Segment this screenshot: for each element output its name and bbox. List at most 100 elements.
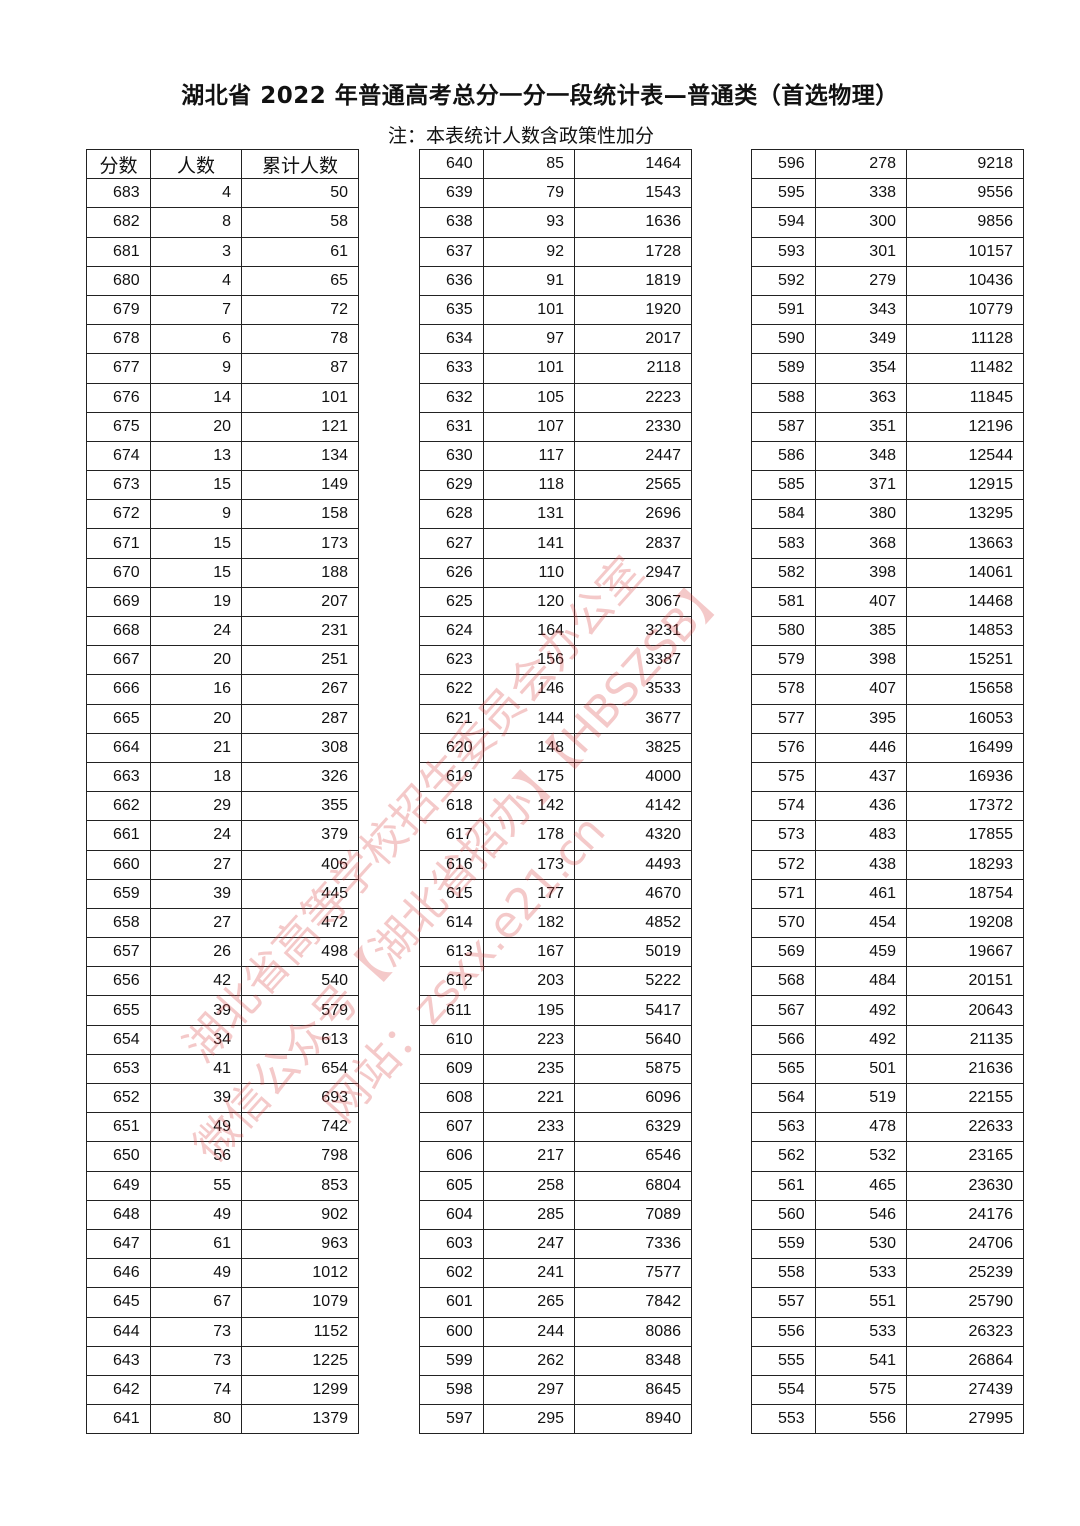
score-cell: 604 <box>419 1199 484 1230</box>
table-row: 568 484 20151 <box>751 966 1024 997</box>
count-cell: 407 <box>815 586 907 618</box>
score-cell: 557 <box>751 1287 816 1318</box>
cumulative-cell: 22633 <box>906 1112 1024 1143</box>
cumulative-cell: 355 <box>241 791 359 822</box>
table-row: 671 15 173 <box>86 528 359 559</box>
score-cell: 605 <box>419 1170 484 1201</box>
table-row: 673 15 149 <box>86 470 359 501</box>
score-cell: 581 <box>751 586 816 618</box>
score-cell: 598 <box>419 1374 484 1406</box>
score-cell: 617 <box>419 820 484 851</box>
cumulative-cell: 87 <box>241 353 359 384</box>
table-row: 663 18 326 <box>86 761 359 793</box>
cumulative-cell: 6546 <box>574 1141 692 1172</box>
score-cell: 652 <box>86 1082 151 1114</box>
cumulative-cell: 6096 <box>574 1082 692 1114</box>
score-cell: 614 <box>419 907 484 939</box>
count-cell: 117 <box>483 440 575 472</box>
score-cell: 636 <box>419 265 484 296</box>
score-cell: 615 <box>419 878 484 909</box>
score-cell: 682 <box>86 207 151 238</box>
cumulative-cell: 693 <box>241 1082 359 1114</box>
table-row: 569 459 19667 <box>751 937 1024 968</box>
count-cell: 265 <box>483 1287 575 1318</box>
cumulative-cell: 15658 <box>906 674 1024 705</box>
score-cell: 574 <box>751 791 816 822</box>
cumulative-cell: 613 <box>241 1024 359 1055</box>
cumulative-cell: 21135 <box>906 1024 1024 1055</box>
cumulative-cell: 10436 <box>906 265 1024 296</box>
score-cell: 659 <box>86 878 151 909</box>
cumulative-cell: 1225 <box>241 1345 359 1376</box>
score-cell: 662 <box>86 791 151 822</box>
count-cell: 80 <box>150 1404 242 1435</box>
count-cell: 438 <box>815 849 907 880</box>
table-row: 680 4 65 <box>86 265 359 296</box>
table-row: 650 56 798 <box>86 1141 359 1172</box>
score-cell: 590 <box>751 324 816 355</box>
table-row: 607 233 6329 <box>419 1112 692 1143</box>
table-row: 619 175 4000 <box>419 761 692 793</box>
count-cell: 546 <box>815 1199 907 1230</box>
count-cell: 67 <box>150 1287 242 1318</box>
score-cell: 638 <box>419 207 484 238</box>
cumulative-cell: 14853 <box>906 615 1024 647</box>
cumulative-cell: 21636 <box>906 1053 1024 1085</box>
cumulative-cell: 287 <box>241 703 359 734</box>
cumulative-cell: 9856 <box>906 207 1024 238</box>
cumulative-cell: 8348 <box>574 1345 692 1376</box>
cumulative-cell: 2223 <box>574 382 692 413</box>
column-header: 累计人数 <box>241 148 359 180</box>
table-row: 572 438 18293 <box>751 849 1024 880</box>
count-cell: 91 <box>483 265 575 296</box>
table-row: 653 41 654 <box>86 1053 359 1085</box>
table-row: 606 217 6546 <box>419 1141 692 1172</box>
cumulative-cell: 20643 <box>906 995 1024 1026</box>
cumulative-cell: 61 <box>241 236 359 267</box>
table-row: 608 221 6096 <box>419 1082 692 1114</box>
count-cell: 203 <box>483 966 575 997</box>
count-cell: 351 <box>815 411 907 442</box>
table-row: 609 235 5875 <box>419 1053 692 1085</box>
score-cell: 610 <box>419 1024 484 1055</box>
score-cell: 596 <box>751 148 816 180</box>
cumulative-cell: 472 <box>241 907 359 939</box>
cumulative-cell: 1819 <box>574 265 692 296</box>
table-row: 553 556 27995 <box>751 1404 1024 1435</box>
cumulative-cell: 27439 <box>906 1374 1024 1406</box>
cumulative-cell: 25239 <box>906 1258 1024 1289</box>
count-cell: 556 <box>815 1404 907 1435</box>
count-cell: 15 <box>150 557 242 588</box>
count-cell: 541 <box>815 1345 907 1376</box>
count-cell: 85 <box>483 148 575 180</box>
score-cell: 558 <box>751 1258 816 1289</box>
score-cell: 661 <box>86 820 151 851</box>
cumulative-cell: 1920 <box>574 294 692 326</box>
table-row: 603 247 7336 <box>419 1228 692 1260</box>
count-cell: 175 <box>483 761 575 793</box>
count-cell: 478 <box>815 1112 907 1143</box>
score-cell: 621 <box>419 703 484 734</box>
score-cell: 567 <box>751 995 816 1026</box>
score-cell: 608 <box>419 1082 484 1114</box>
count-cell: 343 <box>815 294 907 326</box>
table-row: 634 97 2017 <box>419 324 692 355</box>
cumulative-cell: 158 <box>241 499 359 530</box>
table-note: 注：本表统计人数含政策性加分 <box>388 125 655 147</box>
count-cell: 131 <box>483 499 575 530</box>
count-cell: 20 <box>150 703 242 734</box>
cumulative-cell: 23165 <box>906 1141 1024 1172</box>
score-cell: 563 <box>751 1112 816 1143</box>
cumulative-cell: 2017 <box>574 324 692 355</box>
score-cell: 653 <box>86 1053 151 1085</box>
score-cell: 582 <box>751 557 816 588</box>
cumulative-cell: 19208 <box>906 907 1024 939</box>
count-cell: 492 <box>815 995 907 1026</box>
count-cell: 16 <box>150 674 242 705</box>
table-row: 573 483 17855 <box>751 820 1024 851</box>
count-cell: 8 <box>150 207 242 238</box>
table-row: 585 371 12915 <box>751 470 1024 501</box>
count-cell: 437 <box>815 761 907 793</box>
table-row: 660 27 406 <box>86 849 359 880</box>
cumulative-cell: 540 <box>241 966 359 997</box>
